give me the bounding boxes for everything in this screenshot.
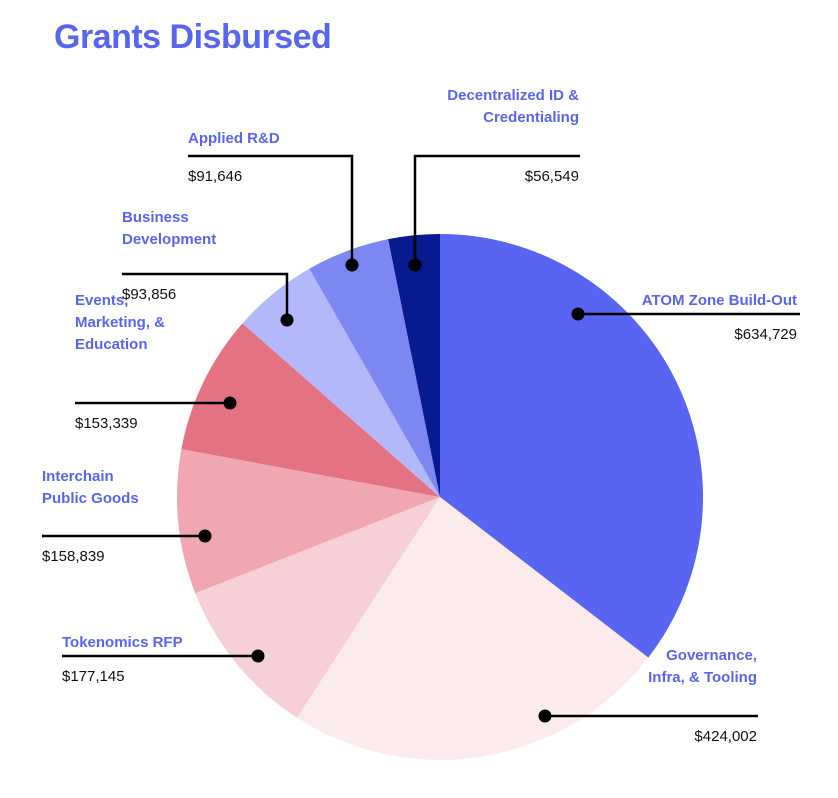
slice-label: Credentialing bbox=[483, 109, 579, 126]
slice-label: Public Goods bbox=[42, 490, 139, 507]
pie-slice bbox=[176, 449, 440, 594]
slice-label: Education bbox=[75, 336, 148, 353]
slice-label: Applied R&D bbox=[188, 130, 280, 147]
slice-value-label: $91,646 bbox=[188, 168, 242, 185]
callout-dot bbox=[223, 396, 237, 410]
slice-value-label: $153,339 bbox=[75, 415, 138, 432]
callout: Decentralized ID & Credentialing $56,549 bbox=[408, 87, 580, 272]
callout: Events, Marketing, & Education $153,339 bbox=[75, 292, 237, 432]
callout-dot bbox=[198, 529, 212, 543]
slice-label: Infra, & Tooling bbox=[648, 669, 757, 686]
callout-dot bbox=[408, 258, 422, 272]
slice-value-label: $424,002 bbox=[694, 728, 757, 745]
pie-slice bbox=[440, 234, 704, 658]
callout: Tokenomics RFP $177,145 bbox=[62, 634, 265, 685]
slice-label: ATOM Zone Build-Out bbox=[642, 292, 797, 309]
callout-dot bbox=[251, 649, 265, 663]
callout-dot bbox=[280, 313, 294, 327]
slice-label: Tokenomics RFP bbox=[62, 634, 183, 651]
pie-slice bbox=[309, 239, 440, 497]
pie-slice bbox=[195, 497, 440, 718]
callout: ATOM Zone Build-Out $634,729 bbox=[571, 292, 800, 343]
pie-slice bbox=[388, 234, 440, 497]
callout-dot bbox=[538, 709, 552, 723]
slice-label: Development bbox=[122, 231, 216, 248]
callout-leader-line bbox=[413, 154, 580, 265]
callout: Interchain Public Goods $158,839 bbox=[42, 468, 212, 565]
slice-label: Decentralized ID & bbox=[447, 87, 579, 104]
slice-label: Events, bbox=[75, 292, 128, 309]
pie-slice bbox=[242, 268, 440, 497]
slice-label: Interchain bbox=[42, 468, 114, 485]
callout-leader-line bbox=[188, 154, 354, 265]
slice-value-label: $158,839 bbox=[42, 548, 105, 565]
callout-dot bbox=[345, 258, 359, 272]
callout-leader-line bbox=[122, 272, 289, 320]
slice-value-label: $177,145 bbox=[62, 668, 125, 685]
pie-callouts: ATOM Zone Build-Out $634,729 Governance, In… bbox=[42, 87, 800, 745]
pie-slice bbox=[181, 323, 440, 497]
slice-value-label: $93,856 bbox=[122, 286, 176, 303]
callout-dot bbox=[571, 307, 585, 321]
slice-value-label: $634,729 bbox=[734, 326, 797, 343]
slice-label: Marketing, & bbox=[75, 314, 165, 331]
slice-label: Governance, bbox=[666, 647, 757, 664]
slice-value-label: $56,549 bbox=[525, 168, 579, 185]
callout: Governance, Infra, & Tooling $424,002 bbox=[538, 647, 758, 745]
pie-slices bbox=[176, 234, 704, 761]
callout: Applied R&D $91,646 bbox=[188, 130, 359, 272]
chart-title: Grants Disbursed bbox=[54, 18, 332, 56]
slice-label: Business bbox=[122, 209, 189, 226]
pie-slice bbox=[297, 497, 649, 761]
callout: Business Development $93,856 bbox=[122, 209, 294, 327]
